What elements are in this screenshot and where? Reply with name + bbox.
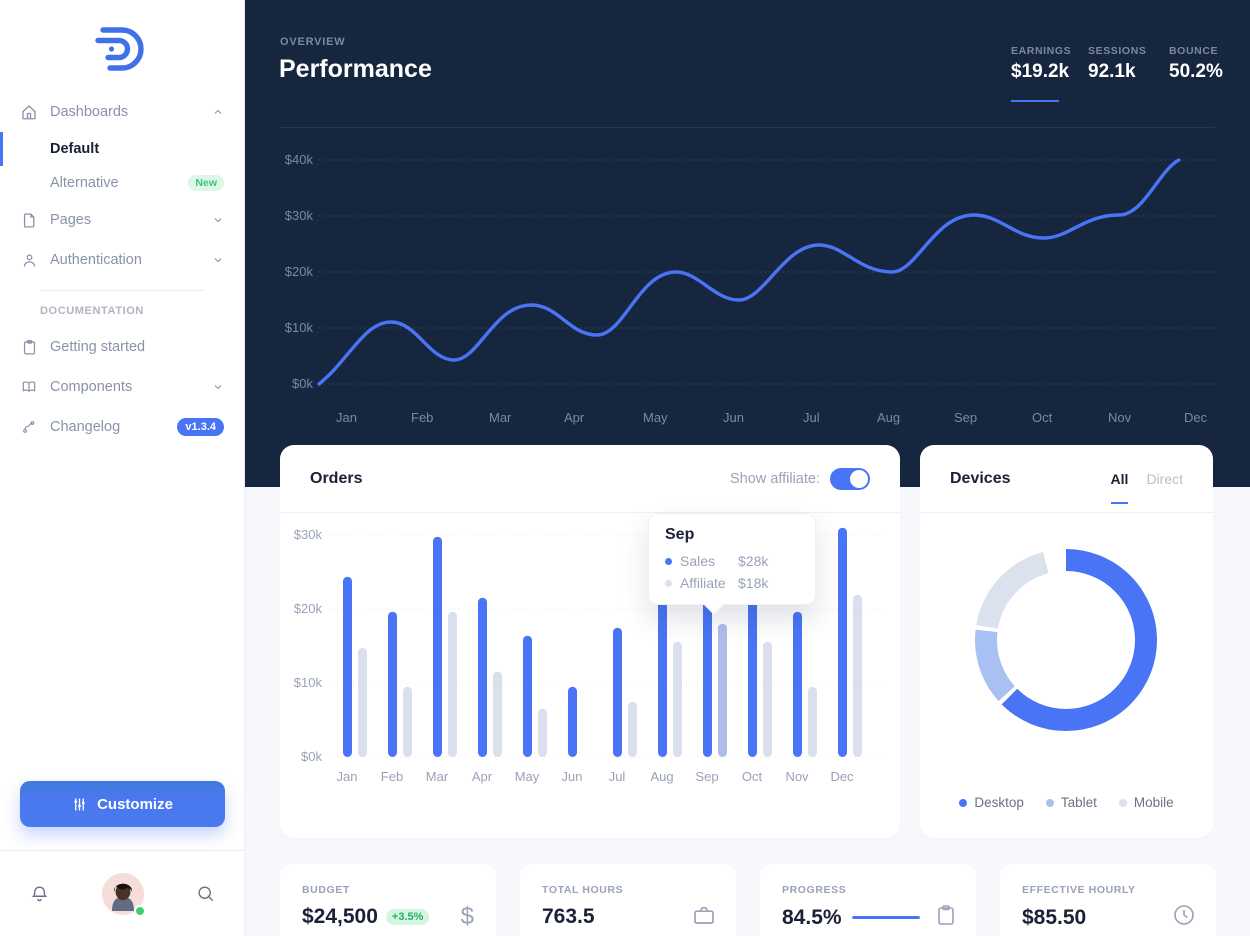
svg-text:Sep: Sep [954, 410, 977, 425]
svg-text:May: May [515, 769, 540, 784]
svg-text:$30k: $30k [285, 208, 314, 223]
svg-text:Mar: Mar [426, 769, 449, 784]
svg-text:Jul: Jul [803, 410, 820, 425]
svg-text:Feb: Feb [381, 769, 403, 784]
svg-text:Oct: Oct [742, 769, 763, 784]
svg-text:$20k: $20k [294, 601, 323, 616]
svg-text:Jan: Jan [336, 410, 357, 425]
svg-text:$0k: $0k [301, 749, 322, 764]
svg-text:$10k: $10k [285, 320, 314, 335]
svg-text:Aug: Aug [877, 410, 900, 425]
svg-text:Nov: Nov [1108, 410, 1132, 425]
svg-text:$40k: $40k [285, 152, 314, 167]
svg-text:Jul: Jul [609, 769, 626, 784]
svg-text:Jun: Jun [723, 410, 744, 425]
svg-text:Dec: Dec [830, 769, 854, 784]
svg-text:Aug: Aug [650, 769, 673, 784]
svg-text:Nov: Nov [785, 769, 809, 784]
svg-text:Jan: Jan [337, 769, 358, 784]
svg-text:Feb: Feb [411, 410, 433, 425]
svg-text:Oct: Oct [1032, 410, 1053, 425]
svg-text:Dec: Dec [1184, 410, 1208, 425]
svg-text:$10k: $10k [294, 675, 323, 690]
svg-text:May: May [643, 410, 668, 425]
svg-text:Apr: Apr [472, 769, 493, 784]
svg-text:$20k: $20k [285, 264, 314, 279]
svg-text:$30k: $30k [294, 527, 323, 542]
svg-text:$0k: $0k [292, 376, 313, 391]
svg-text:Mar: Mar [489, 410, 512, 425]
svg-text:Jun: Jun [562, 769, 583, 784]
svg-text:Sep: Sep [695, 769, 718, 784]
svg-text:Apr: Apr [564, 410, 585, 425]
